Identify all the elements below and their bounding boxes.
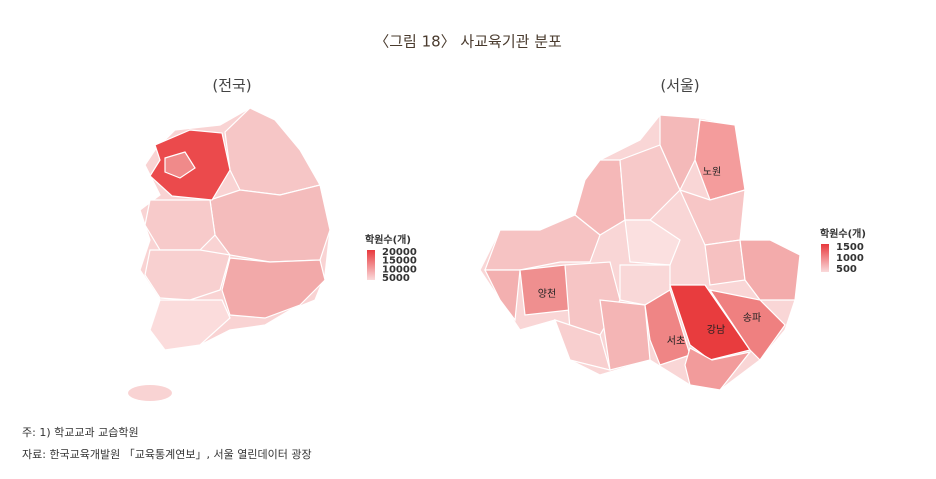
note: 자료: 한국교육개발원 「교육통계연보」, 서울 열린데이터 광장 [22, 448, 312, 461]
region-label: 서초 [667, 335, 685, 347]
legend-scale [821, 244, 829, 272]
region-label: 송파 [743, 312, 761, 324]
region-label: 강남 [707, 324, 725, 336]
legend-tick-label: 1000 [836, 253, 864, 264]
legend-title: 학원수(개) [820, 227, 866, 240]
legend-tick-label: 20000 [382, 247, 417, 258]
legend-tick-label: 1500 [836, 242, 864, 253]
legend-tick-label: 15000 [382, 256, 417, 267]
legend-tick-label: 500 [836, 264, 857, 275]
legend-scale [367, 250, 375, 280]
map-subtitle: (서울) [660, 77, 699, 95]
korea-map [128, 107, 331, 401]
legend-tick-label: 5000 [382, 273, 410, 284]
seoul-map [479, 114, 801, 391]
note: 주: 1) 학교교과 교습학원 [22, 426, 139, 439]
region-label: 양천 [538, 288, 556, 300]
map-subtitle: (전국) [212, 77, 251, 95]
legend-tick-label: 10000 [382, 264, 417, 275]
region-label: 노원 [703, 166, 721, 178]
figure-title: 〈그림 18〉 사교육기관 분포 [374, 33, 562, 51]
legend-title: 학원수(개) [365, 233, 411, 246]
